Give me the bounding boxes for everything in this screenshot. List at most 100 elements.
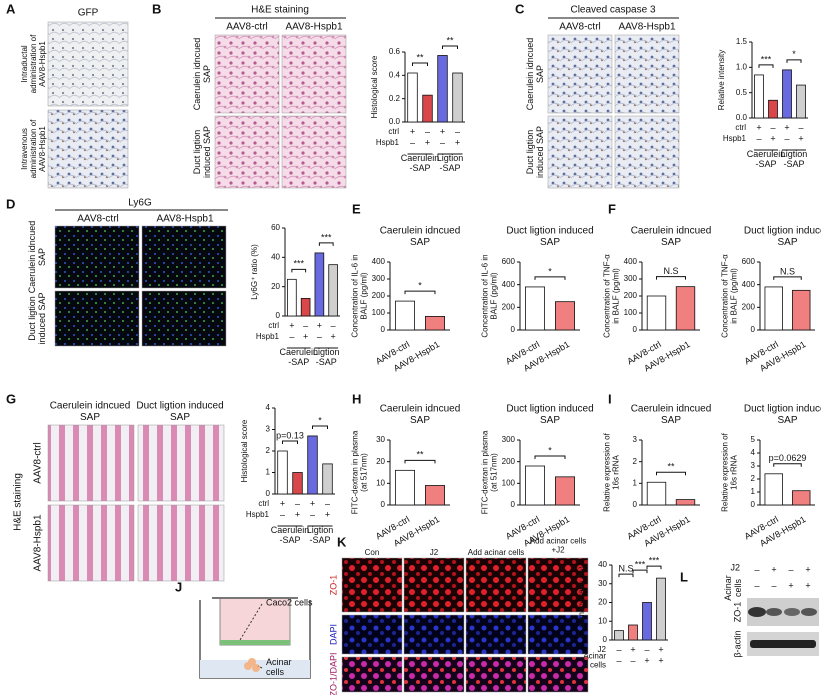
bar (792, 289, 811, 331)
y-tick-label: 200 (502, 457, 516, 466)
condition-mark: + (317, 320, 322, 330)
row-label: Caerulein idncuedSAP (525, 38, 545, 111)
panel-label: G (6, 391, 16, 406)
condition-name: ctrl (268, 321, 279, 330)
micrograph (547, 34, 613, 114)
y-axis-label: Histological score (240, 419, 249, 482)
micrograph (47, 424, 135, 502)
condition-mark: + (784, 122, 789, 132)
y-tick-label: 0.0 (736, 113, 748, 122)
y-tick-label: 300 (372, 274, 386, 283)
diagram-label: Acinar cells (266, 657, 292, 677)
condition-mark: – (616, 655, 621, 665)
y-axis-label: Ly6G⁺ ratio (%) (250, 244, 259, 300)
bar (754, 74, 764, 119)
micrograph (527, 557, 589, 613)
y-tick-label: 3 (266, 425, 271, 434)
significance-label: *** (761, 54, 772, 64)
significance-bracket (534, 276, 566, 280)
row-label: Caerulein idncuedSAP (27, 221, 47, 294)
condition-mark: – (771, 580, 776, 590)
row-label: AAV8-ctrl (33, 442, 44, 484)
condition-name: Acinarcells (723, 575, 743, 601)
significance-bracket (404, 459, 436, 464)
y-tick-label: 600 (742, 257, 756, 266)
y-axis-label: Concentration of IL-6 inBALF (pg/ml) (481, 254, 499, 337)
condition-mark: – (455, 126, 460, 136)
condition-mark: – (280, 509, 285, 519)
condition-mark: + (770, 133, 775, 143)
condition-mark: – (289, 331, 294, 341)
micrograph (141, 290, 227, 347)
y-tick-label: 20 (376, 457, 385, 466)
y-tick-label: 0 (511, 500, 516, 509)
y-axis-label: Relative expression of16s rRNA (603, 432, 621, 511)
bar (394, 300, 415, 331)
y-tick-label: 4 (751, 448, 756, 457)
bar (768, 99, 778, 119)
group-label: Caerulein -SAP (747, 149, 786, 169)
bar (525, 465, 546, 506)
condition-mark: – (440, 137, 445, 147)
row-label: Intraductaladministration ofAAV8-Hspb1 (20, 34, 47, 93)
panel-label: D (6, 196, 15, 211)
significance-bracket (656, 471, 686, 476)
condition-mark: + (658, 655, 663, 665)
column-header: Caerulein idncued SAP (50, 400, 131, 423)
micrograph (47, 109, 129, 189)
y-tick-label: 400 (502, 280, 516, 289)
significance-bracket (773, 463, 802, 467)
micrograph (465, 614, 527, 655)
y-tick-label: 3 (633, 435, 638, 444)
micrograph (403, 656, 465, 693)
condition-mark: + (330, 331, 335, 341)
y-axis-label: Relative intensity (717, 50, 726, 110)
y-tick-label: 0 (633, 500, 638, 509)
micrograph (214, 115, 280, 189)
condition-mark: + (798, 133, 803, 143)
y-tick-label: 40 (271, 252, 280, 261)
micrograph (47, 504, 135, 582)
y-axis-label: TJ damage ratio (%) (577, 566, 586, 639)
condition-mark: + (440, 126, 445, 136)
significance-bracket (758, 64, 774, 68)
panel-label: F (608, 201, 616, 216)
bar (614, 630, 624, 641)
row-label: Duct ligtioninduced SAP (525, 126, 545, 178)
significance-bracket (786, 59, 802, 63)
significance-bracket (656, 276, 686, 280)
condition-name: ctrl (735, 123, 746, 132)
row-label: ZO-1 (328, 575, 338, 596)
y-tick-label: 30 (598, 579, 607, 588)
significance-label: ** (667, 462, 675, 472)
condition-mark: + (788, 580, 793, 590)
row-label: Caerulein idncuedSAP (192, 38, 212, 111)
y-tick-label: 0 (381, 325, 386, 334)
condition-mark: + (644, 655, 649, 665)
bar (782, 69, 792, 119)
significance-bracket (773, 276, 802, 280)
significance-label: p=0.13 (276, 430, 304, 440)
y-tick-label: 100 (372, 308, 386, 317)
y-tick-label: 200 (502, 302, 516, 311)
condition-mark: + (771, 564, 776, 574)
y-tick-label: 600 (502, 257, 516, 266)
column-header: GFP (78, 8, 99, 19)
condition-mark: + (289, 320, 294, 330)
condition-mark: – (616, 644, 621, 654)
y-tick-label: 1 (633, 478, 638, 487)
side-label: H&E staining (13, 473, 24, 531)
y-axis-label: Concentration of TNF-αin BALF (pg/ml) (603, 254, 621, 338)
significance-label: ** (446, 35, 454, 45)
micrograph (547, 115, 613, 189)
significance-bracket (291, 268, 307, 273)
bar (424, 315, 445, 331)
panel-label: C (515, 1, 525, 16)
bar (796, 84, 806, 119)
y-tick-label: 3 (751, 461, 756, 470)
y-tick-label: 40 (598, 560, 607, 569)
significance-bracket (632, 569, 648, 574)
condition-name: Hspb1 (246, 510, 270, 519)
micrograph (527, 614, 589, 655)
column-header: AAV8-Hspb1 (156, 214, 214, 225)
